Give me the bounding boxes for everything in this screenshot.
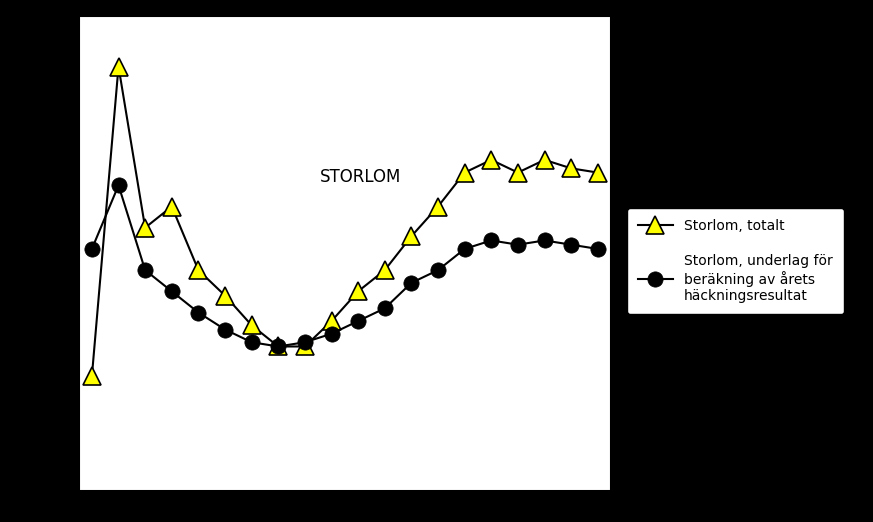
Storlom, totalt xyxy=(353,288,363,294)
Storlom, totalt xyxy=(433,204,443,210)
Storlom, underlag för
beräkning av årets
häckningsresultat xyxy=(406,280,416,286)
Storlom, totalt xyxy=(512,170,523,176)
Storlom, underlag för
beräkning av årets
häckningsresultat xyxy=(167,288,177,294)
Storlom, totalt xyxy=(540,157,550,163)
Line: Storlom, underlag för
beräkning av årets
häckningsresultat: Storlom, underlag för beräkning av årets… xyxy=(84,177,606,354)
Storlom, totalt xyxy=(459,170,470,176)
Storlom, underlag för
beräkning av årets
häckningsresultat xyxy=(246,339,257,346)
Storlom, totalt xyxy=(593,170,603,176)
Storlom, underlag för
beräkning av årets
häckningsresultat xyxy=(299,339,310,346)
Storlom, totalt xyxy=(140,224,150,231)
Storlom, underlag för
beräkning av årets
häckningsresultat xyxy=(327,330,337,337)
Storlom, totalt xyxy=(327,318,337,324)
Storlom, totalt xyxy=(486,157,497,163)
Storlom, totalt xyxy=(167,204,177,210)
Storlom, underlag för
beräkning av årets
häckningsresultat xyxy=(540,238,550,244)
Text: STORLOM: STORLOM xyxy=(320,168,402,186)
Storlom, underlag för
beräkning av årets
häckningsresultat xyxy=(593,246,603,252)
Storlom, totalt xyxy=(380,267,390,274)
Storlom, underlag för
beräkning av årets
häckningsresultat xyxy=(113,182,124,188)
Storlom, underlag för
beräkning av årets
häckningsresultat xyxy=(380,305,390,312)
Storlom, underlag för
beräkning av årets
häckningsresultat xyxy=(512,242,523,248)
Legend: Storlom, totalt, Storlom, underlag för
beräkning av årets
häckningsresultat: Storlom, totalt, Storlom, underlag för b… xyxy=(627,208,843,314)
Storlom, underlag för
beräkning av årets
häckningsresultat xyxy=(566,242,576,248)
Storlom, underlag för
beräkning av årets
häckningsresultat xyxy=(273,343,284,350)
Storlom, totalt xyxy=(273,343,284,350)
Storlom, totalt xyxy=(113,64,124,70)
Line: Storlom, totalt: Storlom, totalt xyxy=(83,57,607,385)
Storlom, underlag för
beräkning av årets
häckningsresultat xyxy=(86,246,97,252)
Storlom, underlag för
beräkning av årets
häckningsresultat xyxy=(486,238,497,244)
Storlom, underlag för
beräkning av årets
häckningsresultat xyxy=(353,318,363,324)
Storlom, underlag för
beräkning av årets
häckningsresultat xyxy=(140,267,150,274)
Storlom, totalt xyxy=(246,322,257,328)
Storlom, totalt xyxy=(406,233,416,240)
Storlom, totalt xyxy=(299,343,310,350)
Storlom, totalt xyxy=(566,165,576,172)
Storlom, underlag för
beräkning av årets
häckningsresultat xyxy=(459,246,470,252)
Storlom, totalt xyxy=(86,373,97,379)
Storlom, underlag för
beräkning av årets
häckningsresultat xyxy=(193,310,203,316)
Storlom, totalt xyxy=(220,292,230,299)
Storlom, underlag för
beräkning av årets
häckningsresultat xyxy=(433,267,443,274)
Storlom, totalt xyxy=(193,267,203,274)
Storlom, underlag för
beräkning av årets
häckningsresultat xyxy=(220,326,230,333)
